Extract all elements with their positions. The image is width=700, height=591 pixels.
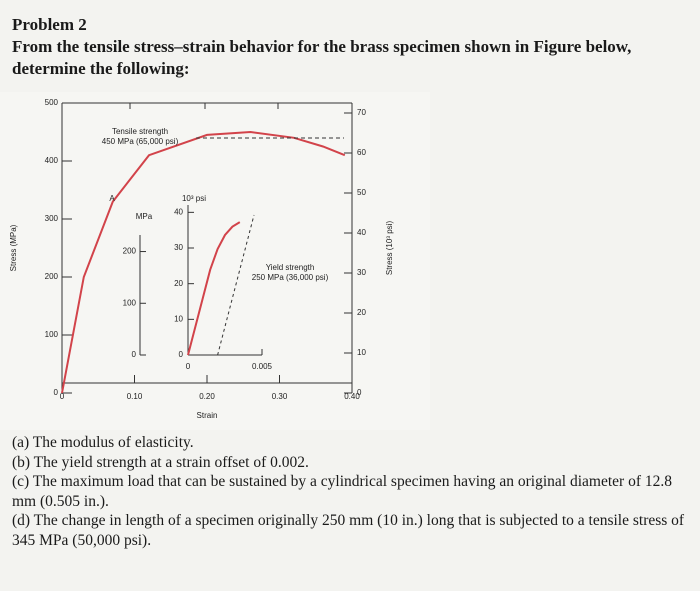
- y2-tick-label: 50: [357, 188, 366, 197]
- inset-y2-tick-label: 0: [179, 350, 184, 359]
- inset-x-tick-label: 0.005: [252, 362, 273, 371]
- problem-title: Problem 2: [12, 15, 87, 34]
- inset-y-label: MPa: [136, 212, 153, 221]
- annotation: 450 MPa (65,000 psi): [102, 137, 179, 146]
- y-tick-label: 0: [54, 388, 59, 397]
- inset-y-tick-label: 200: [123, 247, 137, 256]
- x-tick-label: 0.30: [272, 392, 288, 401]
- y2-tick-label: 40: [357, 228, 366, 237]
- y2-tick-label: 20: [357, 308, 366, 317]
- y2-axis-label: Stress (10³ psi): [385, 221, 394, 276]
- annotation: 250 MPa (36,000 psi): [252, 273, 329, 282]
- x-tick-label: 0.10: [127, 392, 143, 401]
- y-axis-label: Stress (MPa): [9, 224, 18, 271]
- problem-header: Problem 2 From the tensile stress–strain…: [12, 14, 692, 80]
- question: (b) The yield strength at a strain offse…: [12, 453, 309, 471]
- offset-line: [217, 214, 255, 356]
- figure-background: [0, 92, 430, 430]
- x-tick-label: 0: [60, 392, 65, 401]
- inset-curve: [187, 221, 241, 356]
- y-tick-label: 400: [45, 156, 59, 165]
- annotation: A: [109, 194, 115, 203]
- stress-strain-curve: [61, 130, 346, 394]
- inset-y-tick-label: 100: [123, 298, 137, 307]
- annotation: Yield strength: [266, 263, 315, 272]
- problem-intro: From the tensile stress–strain behavior …: [12, 37, 632, 78]
- questions: (a) The modulus of elasticity. (b) The yi…: [12, 433, 698, 550]
- y2-tick-label: 30: [357, 268, 366, 277]
- y2-tick-label: 10: [357, 348, 366, 357]
- inset-y2-tick-label: 30: [174, 243, 183, 252]
- y2-tick-label: 60: [357, 148, 366, 157]
- y-tick-label: 300: [45, 214, 59, 223]
- inset-y2-label: 10³ psi: [182, 194, 206, 203]
- y-tick-label: 500: [45, 98, 59, 107]
- y-tick-label: 200: [45, 272, 59, 281]
- inset-y2-tick-label: 20: [174, 279, 183, 288]
- top-ticks: [129, 103, 279, 109]
- y2-tick-label: 70: [357, 108, 366, 117]
- question: (c) The maximum load that can be sustain…: [12, 473, 672, 510]
- x-tick-label: 0.20: [199, 392, 215, 401]
- inset-y2-tick-label: 40: [174, 207, 183, 216]
- annotation: Tensile strength: [112, 127, 168, 136]
- x-axis-label: Strain: [197, 411, 218, 420]
- inset-x-tick-label: 0: [186, 362, 191, 371]
- question: (a) The modulus of elasticity.: [12, 434, 194, 451]
- y2-tick-label: 0: [357, 388, 362, 397]
- y-tick-label: 100: [45, 330, 59, 339]
- x-tick-label: 0.40: [344, 392, 360, 401]
- inset-y2-tick-label: 10: [174, 314, 183, 323]
- question: (d) The change in length of a specimen o…: [12, 512, 685, 549]
- inset-y-tick-label: 0: [132, 350, 137, 359]
